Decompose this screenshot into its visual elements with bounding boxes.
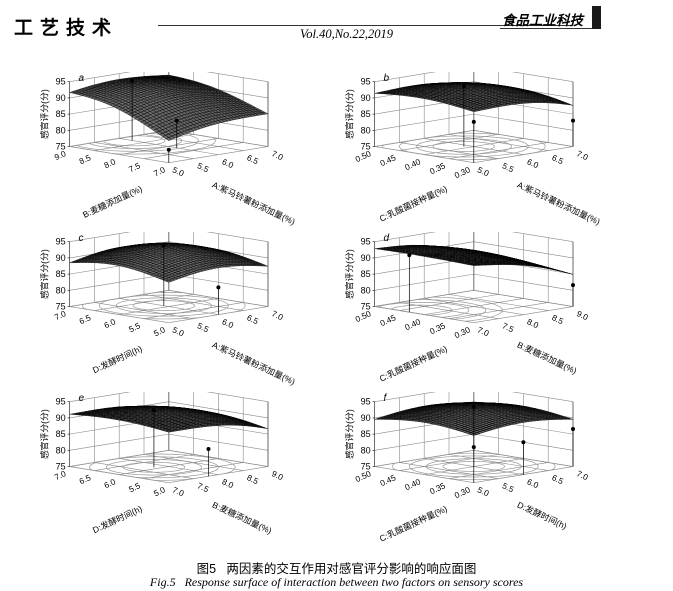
svg-text:90: 90 — [56, 253, 66, 263]
svg-text:95: 95 — [361, 77, 371, 87]
svg-text:a: a — [79, 73, 85, 84]
svg-text:感官评分(分): 感官评分(分) — [39, 409, 50, 459]
svg-text:90: 90 — [56, 93, 66, 103]
svg-text:b: b — [384, 73, 390, 84]
svg-text:90: 90 — [361, 413, 371, 423]
svg-text:感官评分(分): 感官评分(分) — [344, 89, 355, 139]
svg-text:80: 80 — [56, 445, 66, 455]
svg-text:感官评分(分): 感官评分(分) — [344, 249, 355, 299]
svg-text:85: 85 — [361, 429, 371, 439]
svg-text:80: 80 — [361, 285, 371, 295]
svg-text:80: 80 — [56, 125, 66, 135]
svg-text:e: e — [79, 393, 85, 404]
svg-text:80: 80 — [361, 445, 371, 455]
svg-text:c: c — [79, 233, 84, 244]
svg-text:85: 85 — [56, 269, 66, 279]
svg-text:80: 80 — [361, 125, 371, 135]
svg-text:95: 95 — [56, 397, 66, 407]
svg-text:90: 90 — [56, 413, 66, 423]
svg-text:85: 85 — [56, 429, 66, 439]
svg-text:95: 95 — [361, 397, 371, 407]
svg-text:感官评分(分): 感官评分(分) — [39, 89, 50, 139]
svg-text:90: 90 — [361, 253, 371, 263]
svg-text:95: 95 — [56, 237, 66, 247]
svg-text:85: 85 — [56, 109, 66, 119]
svg-text:90: 90 — [361, 93, 371, 103]
svg-text:d: d — [384, 233, 390, 244]
svg-text:感官评分(分): 感官评分(分) — [344, 409, 355, 459]
svg-text:85: 85 — [361, 269, 371, 279]
svg-text:95: 95 — [361, 237, 371, 247]
svg-text:95: 95 — [56, 77, 66, 87]
svg-text:感官评分(分): 感官评分(分) — [39, 249, 50, 299]
svg-text:85: 85 — [361, 109, 371, 119]
svg-text:80: 80 — [56, 285, 66, 295]
